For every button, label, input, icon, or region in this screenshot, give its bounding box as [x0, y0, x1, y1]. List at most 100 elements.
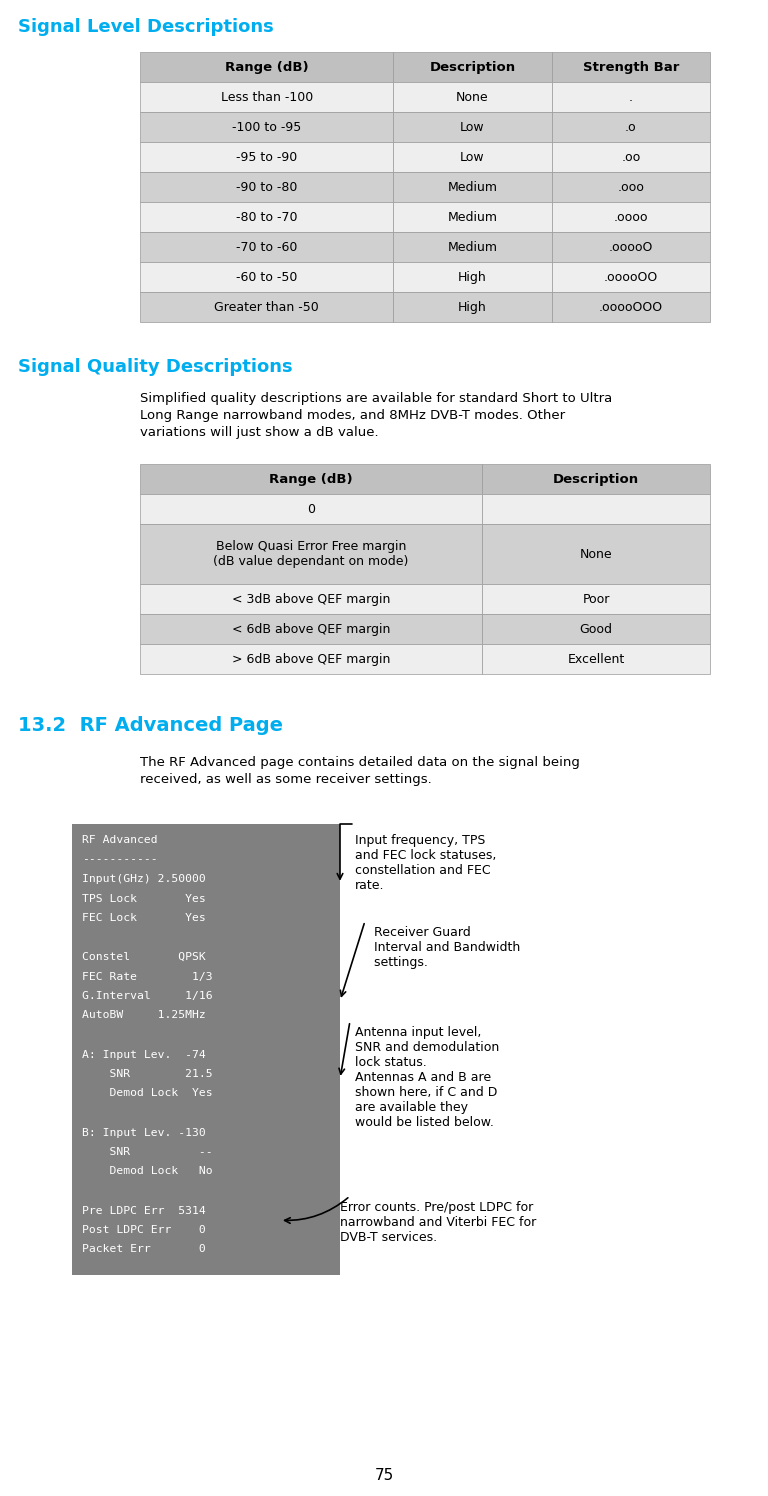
Text: Receiver Guard
 Interval and Bandwidth
 settings.: Receiver Guard Interval and Bandwidth se…: [370, 926, 520, 969]
Text: AutoBW     1.25MHz: AutoBW 1.25MHz: [82, 1010, 206, 1020]
Text: G.Interval     1/16: G.Interval 1/16: [82, 990, 213, 1001]
Bar: [482, 494, 710, 524]
Text: B: Input Lev. -130: B: Input Lev. -130: [82, 1128, 206, 1137]
Bar: [140, 112, 393, 142]
Text: Below Quasi Error Free margin
(dB value dependant on mode): Below Quasi Error Free margin (dB value …: [214, 540, 409, 568]
Bar: [140, 292, 393, 322]
Bar: [393, 112, 551, 142]
Bar: [140, 202, 393, 232]
Text: -90 to -80: -90 to -80: [236, 181, 297, 193]
Bar: [140, 464, 482, 494]
Bar: [482, 613, 710, 643]
Text: Error counts. Pre/post LDPC for
narrowband and Viterbi FEC for
DVB-T services.: Error counts. Pre/post LDPC for narrowba…: [340, 1201, 536, 1245]
Text: Range (dB): Range (dB): [270, 473, 353, 486]
Text: Description: Description: [429, 60, 515, 73]
Bar: [482, 524, 710, 583]
Bar: [140, 643, 482, 675]
Text: 75: 75: [374, 1469, 394, 1484]
Text: .ooooOO: .ooooOO: [604, 271, 658, 284]
Text: High: High: [458, 271, 487, 284]
Bar: [140, 142, 393, 172]
Text: -95 to -90: -95 to -90: [236, 151, 297, 163]
Text: Signal Level Descriptions: Signal Level Descriptions: [18, 18, 273, 36]
Text: 13.2  RF Advanced Page: 13.2 RF Advanced Page: [18, 717, 283, 735]
Text: Description: Description: [553, 473, 639, 486]
Text: Demod Lock  Yes: Demod Lock Yes: [82, 1089, 213, 1098]
Bar: [482, 464, 710, 494]
Text: High: High: [458, 301, 487, 314]
Bar: [140, 262, 393, 292]
Text: -100 to -95: -100 to -95: [232, 121, 301, 133]
Text: A: Input Lev.  -74: A: Input Lev. -74: [82, 1050, 206, 1059]
Bar: [393, 52, 551, 82]
Text: Signal Quality Descriptions: Signal Quality Descriptions: [18, 358, 293, 375]
Bar: [140, 494, 482, 524]
Bar: [140, 172, 393, 202]
Bar: [551, 292, 710, 322]
Text: TPS Lock       Yes: TPS Lock Yes: [82, 893, 206, 904]
Text: Antenna input level,
SNR and demodulation
lock status.
Antennas A and B are
show: Antenna input level, SNR and demodulatio…: [355, 1026, 499, 1129]
Bar: [393, 292, 551, 322]
Text: Packet Err       0: Packet Err 0: [82, 1245, 206, 1255]
Text: .o: .o: [625, 121, 637, 133]
Text: Medium: Medium: [448, 211, 498, 223]
Text: Strength Bar: Strength Bar: [583, 60, 679, 73]
Text: .: .: [629, 90, 633, 103]
Text: .ooo: .ooo: [617, 181, 644, 193]
Bar: [551, 142, 710, 172]
Text: Input frequency, TPS
and FEC lock statuses,
constellation and FEC
rate.: Input frequency, TPS and FEC lock status…: [355, 833, 496, 892]
Text: .oooo: .oooo: [614, 211, 648, 223]
Bar: [140, 524, 482, 583]
Text: Greater than -50: Greater than -50: [214, 301, 319, 314]
Text: Pre LDPC Err  5314: Pre LDPC Err 5314: [82, 1206, 206, 1215]
Text: RF Advanced: RF Advanced: [82, 835, 157, 845]
Text: > 6dB above QEF margin: > 6dB above QEF margin: [232, 652, 390, 666]
Bar: [551, 112, 710, 142]
Bar: [140, 52, 393, 82]
Bar: [551, 232, 710, 262]
Text: The RF Advanced page contains detailed data on the signal being
received, as wel: The RF Advanced page contains detailed d…: [140, 755, 580, 785]
Bar: [551, 262, 710, 292]
Text: SNR        21.5: SNR 21.5: [82, 1070, 213, 1079]
Text: Medium: Medium: [448, 241, 498, 253]
Bar: [551, 202, 710, 232]
Text: -60 to -50: -60 to -50: [236, 271, 297, 284]
Bar: [393, 232, 551, 262]
Text: SNR          --: SNR --: [82, 1147, 213, 1156]
Bar: [393, 172, 551, 202]
Bar: [393, 82, 551, 112]
Text: FEC Lock       Yes: FEC Lock Yes: [82, 913, 206, 923]
Text: -80 to -70: -80 to -70: [236, 211, 297, 223]
Text: Medium: Medium: [448, 181, 498, 193]
Bar: [482, 643, 710, 675]
Text: None: None: [456, 90, 488, 103]
Bar: [551, 172, 710, 202]
Text: Less than -100: Less than -100: [220, 90, 313, 103]
Bar: [393, 142, 551, 172]
Bar: [140, 613, 482, 643]
Text: Constel       QPSK: Constel QPSK: [82, 951, 206, 962]
Bar: [72, 824, 340, 1275]
Text: .ooooOOO: .ooooOOO: [599, 301, 663, 314]
Text: Simplified quality descriptions are available for standard Short to Ultra
Long R: Simplified quality descriptions are avai…: [140, 392, 612, 438]
Text: Input(GHz) 2.50000: Input(GHz) 2.50000: [82, 874, 206, 884]
Bar: [482, 583, 710, 613]
Text: Excellent: Excellent: [568, 652, 624, 666]
Text: .ooooO: .ooooO: [609, 241, 653, 253]
Text: Low: Low: [460, 121, 485, 133]
Bar: [393, 202, 551, 232]
Bar: [140, 583, 482, 613]
Text: < 6dB above QEF margin: < 6dB above QEF margin: [232, 622, 390, 636]
Text: < 3dB above QEF margin: < 3dB above QEF margin: [232, 592, 390, 606]
Text: 0: 0: [307, 503, 315, 516]
Text: -----------: -----------: [82, 854, 157, 865]
Text: Poor: Poor: [582, 592, 610, 606]
Text: .oo: .oo: [621, 151, 641, 163]
Text: Good: Good: [580, 622, 613, 636]
Text: Low: Low: [460, 151, 485, 163]
Text: FEC Rate        1/3: FEC Rate 1/3: [82, 971, 213, 981]
Bar: [551, 82, 710, 112]
Text: Demod Lock   No: Demod Lock No: [82, 1167, 213, 1176]
Text: Range (dB): Range (dB): [225, 60, 309, 73]
Bar: [393, 262, 551, 292]
